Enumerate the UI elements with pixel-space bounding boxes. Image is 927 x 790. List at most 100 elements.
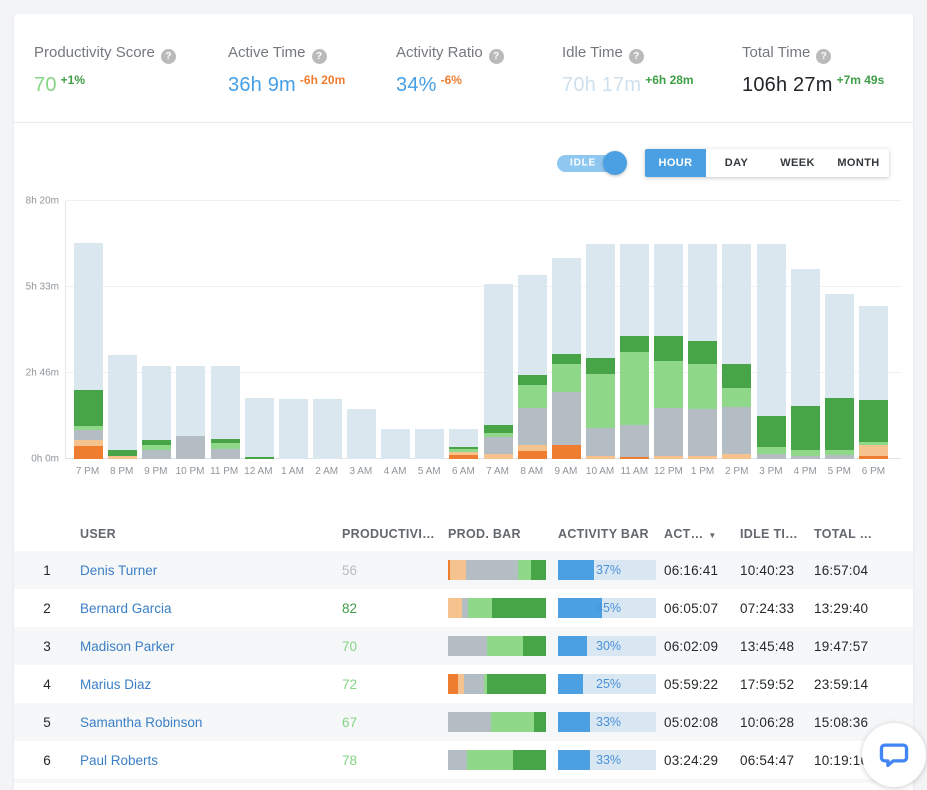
x-axis-tick: 2 PM [725,466,749,477]
bar-segment-neutral [790,455,820,459]
bar-segment-productive-passive [585,374,615,428]
chart-bar-8-pm[interactable] [108,201,138,459]
bar-segment-productive-passive [858,441,888,445]
column-header-idle-ti[interactable]: IDLE TI… [740,527,798,541]
chart-bar-5-am[interactable] [415,201,445,459]
chart-bar-10-am[interactable] [585,201,615,459]
bar-segment-productive-passive [551,363,581,392]
prod-bar-segment [517,560,532,580]
table-row: 2 Bernard Garcia 82 45% 06:05:07 07:24:33 13:2… [14,589,913,627]
column-header-prod-bar[interactable]: PROD. BAR [448,527,521,541]
help-icon[interactable]: ? [311,49,327,64]
bar-segment-unproductive [74,445,103,459]
stat-value: 34% [396,74,437,96]
stat-label: Idle Time? [562,44,742,64]
chart-bar-2-am[interactable] [312,201,342,459]
table-row: 5 Samantha Robinson 67 33% 05:02:08 10:06:28 1… [14,703,913,741]
idle-time-value: 06:54:47 [740,752,795,768]
bar-segment-idle [654,243,684,336]
user-link[interactable]: Bernard Garcia [80,600,172,616]
stat-label: Total Time? [742,44,884,64]
idle-toggle-knob-icon[interactable] [603,151,627,175]
help-icon[interactable]: ? [160,49,176,64]
x-axis-tick: 9 PM [144,466,168,477]
chart-bar-2-pm[interactable] [722,201,752,459]
activity-percent-label: 33% [596,753,622,767]
stat-delta: -6% [440,73,462,87]
bar-segment-productive [688,340,718,365]
chart-bar-4-am[interactable] [381,201,411,459]
stat-activity-ratio: Activity Ratio? 34% -6% [396,44,562,97]
column-header-total[interactable]: TOTAL … [814,527,873,541]
chart-bar-7-pm[interactable] [74,201,103,459]
prod-bar-segment [461,598,468,618]
idle-time-value: 07:24:33 [740,600,795,616]
user-link[interactable]: Denis Turner [80,562,158,578]
productivity-score-value: 72 [342,676,358,692]
chart-bar-9-am[interactable] [551,201,581,459]
bar-segment-idle [176,366,206,437]
user-link[interactable]: Paul Roberts [80,752,159,768]
tab-week[interactable]: WEEK [780,157,815,169]
column-header-activity-bar[interactable]: ACTIVITY BAR [558,527,649,541]
productivity-score-value: 67 [342,714,358,730]
bar-segment-idle [142,366,172,441]
chart-bar-11-am[interactable] [620,201,649,459]
bar-segment-unproductive-passive [858,444,888,456]
bar-segment-neutral [654,407,684,456]
chart-bar-9-pm[interactable] [142,201,172,459]
bar-segment-productive [551,354,581,364]
bar-segment-productive-passive [790,449,820,456]
chart-bar-4-pm[interactable] [790,201,820,459]
bar-segment-productive [756,416,786,448]
user-cell: Paul Roberts [80,753,342,768]
help-icon[interactable]: ? [816,49,832,64]
x-axis-tick: 4 PM [793,466,817,477]
chart-bar-1-pm[interactable] [688,201,718,459]
chart-bar-12-pm[interactable] [654,201,684,459]
idle-toggle[interactable]: IDLE [557,151,627,175]
tab-day[interactable]: DAY [724,157,749,169]
interval-tab-bar: HOUR DAY WEEK MONTH [645,149,889,177]
stat-value-wrap: 70 +1% [34,73,228,97]
prod-bar-segment [448,560,450,580]
bar-segment-productive-passive [722,388,752,408]
bar-segment-productive-passive [74,426,103,431]
user-cell: Bernard Garcia [80,601,342,616]
column-header-act[interactable]: ACT… ▼ [664,527,717,541]
chart-bar-5-pm[interactable] [824,201,854,459]
table-row: 6 Paul Roberts 78 33% 03:24:29 06:54:47 10:19:… [14,741,913,779]
chat-widget-button[interactable] [862,723,926,787]
help-icon[interactable]: ? [628,49,644,64]
chart-bar-6-am[interactable] [449,201,479,459]
chart-bar-10-pm[interactable] [176,201,206,459]
help-icon[interactable]: ? [488,49,504,64]
productivity-bar [448,674,546,694]
chart-bar-3-am[interactable] [347,201,376,459]
activity-percent-label: 30% [596,639,622,653]
column-header-user[interactable]: USER [80,527,116,541]
column-header-productivi[interactable]: PRODUCTIVI… [342,527,435,541]
bar-segment-productive-passive [756,447,786,454]
chart-bar-11-pm[interactable] [210,201,240,459]
user-link[interactable]: Samantha Robinson [80,714,203,730]
x-axis-tick: 5 PM [827,466,851,477]
chart-bar-3-pm[interactable] [756,201,786,459]
user-link[interactable]: Madison Parker [80,638,175,654]
total-time-value: 23:59:14 [814,676,869,692]
row-rank: 2 [43,600,51,616]
chart-bar-8-am[interactable] [517,201,547,459]
bar-segment-productive [210,438,240,444]
tab-month[interactable]: MONTH [837,157,880,169]
sort-desc-icon[interactable]: ▼ [708,531,717,540]
bar-segment-unproductive-passive [688,455,718,459]
productivity-chart: 0h 0m 2h 46m 5h 33m 8h 20m [26,196,901,465]
chart-bar-12-am[interactable] [244,201,274,459]
user-link[interactable]: Marius Diaz [80,676,152,692]
chart-bar-1-am[interactable] [278,201,308,459]
chart-bar-6-pm[interactable] [858,201,888,459]
prod-bar-segment [457,674,464,694]
chart-bar-7-am[interactable] [483,201,513,459]
prod-bar-segment [491,712,535,732]
tab-hour[interactable]: HOUR [645,149,706,177]
